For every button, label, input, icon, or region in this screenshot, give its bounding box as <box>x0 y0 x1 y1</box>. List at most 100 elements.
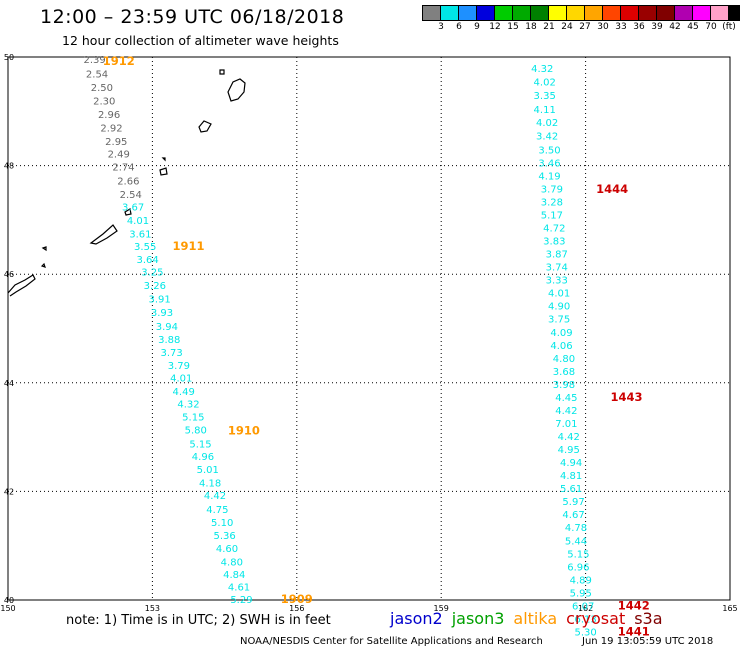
pass-time-label: 1910 <box>228 424 260 438</box>
color-scale-tick: 21 <box>543 22 555 32</box>
swh-value-label: 2.92 <box>100 124 122 135</box>
swh-value-label: 2.74 <box>112 163 134 174</box>
swh-value-label: 3.79 <box>541 184 563 195</box>
page-title: 12:00 – 23:59 UTC 06/18/2018 <box>40 6 345 28</box>
swh-value-label: 2.54 <box>120 190 142 201</box>
swh-value-label: 3.55 <box>134 242 156 253</box>
color-scale-ticks: 3 6 9 12 15 18 21 24 27 30 33 36 39 42 45 70 (ft) <box>422 21 740 33</box>
swh-value-label: 2.96 <box>98 110 120 121</box>
coastline-islet-b <box>41 246 47 252</box>
swh-value-label: 3.28 <box>541 197 563 208</box>
swh-value-label: 4.61 <box>228 582 250 593</box>
pass-time-label: 1442 <box>618 598 650 612</box>
swh-value-label: 3.91 <box>148 295 170 306</box>
swh-value-label: 4.01 <box>170 373 192 384</box>
color-scale-tick: 12 <box>489 22 501 32</box>
swh-value-label: 2.54 <box>86 69 108 80</box>
swh-value-label: 3.98 <box>553 380 575 391</box>
color-scale-swatch <box>657 6 675 20</box>
swh-value-label: 4.11 <box>534 105 556 116</box>
swh-value-label: 2.66 <box>117 176 139 187</box>
coastline-island-chain-upper <box>198 120 212 133</box>
swh-value-label: 4.84 <box>223 570 245 581</box>
swh-value-label: 3.87 <box>546 250 568 261</box>
swh-value-label: 3.75 <box>548 315 570 326</box>
swh-value-label: 4.42 <box>204 491 226 502</box>
swh-value-label: 4.18 <box>199 479 221 490</box>
color-scale-swatch <box>513 6 531 20</box>
footer-note: note: 1) Time is in UTC; 2) SWH is in fe… <box>66 613 331 628</box>
swh-value-label: 3.79 <box>168 361 190 372</box>
swh-value-label: 4.96 <box>192 452 214 463</box>
legend-jason3: jason3 <box>451 609 505 628</box>
color-scale-tick: 39 <box>651 22 663 32</box>
swh-value-label: 4.32 <box>177 399 199 410</box>
color-scale-tick: 6 <box>456 22 462 32</box>
swh-value-label: 5.10 <box>211 518 233 529</box>
legend-s3a: s3a <box>634 609 663 628</box>
swh-value-label: 3.46 <box>538 158 560 169</box>
legend-jason2: jason2 <box>390 609 443 628</box>
color-scale-swatch <box>531 6 549 20</box>
color-scale-tick: 9 <box>474 22 480 32</box>
color-scale-swatch <box>621 6 639 20</box>
color-scale-tick: 3 <box>438 22 444 32</box>
swh-value-label: 4.80 <box>221 557 243 568</box>
swh-value-label: 3.35 <box>534 91 556 102</box>
swh-value-label: 3.64 <box>136 255 158 266</box>
swh-value-label: 4.78 <box>565 523 587 534</box>
swh-value-label: 5.15 <box>189 440 211 451</box>
swh-value-label: 2.49 <box>108 150 130 161</box>
coastline-islet-a <box>159 167 168 176</box>
swh-value-label: 4.72 <box>543 224 565 235</box>
coastline-island-small <box>124 208 132 216</box>
coastline <box>7 69 246 297</box>
swh-value-label: 5.36 <box>213 531 235 542</box>
coastline-mainland <box>7 274 36 297</box>
swh-value-label: 4.02 <box>536 118 558 129</box>
swh-value-label: 4.42 <box>558 432 580 443</box>
color-scale-swatch <box>459 6 477 20</box>
color-scale-swatch <box>567 6 585 20</box>
color-scale-tick: 15 <box>507 22 519 32</box>
x-tick-label: 159 <box>434 604 449 613</box>
map-grid <box>7 56 731 601</box>
swh-observations: 2.39 2.54 2.50 2.30 2.96 2.92 2.95 2.49 2.74 2.66… <box>84 55 597 638</box>
pass-time-label: 1444 <box>596 182 628 196</box>
swh-value-label: 4.60 <box>216 544 238 555</box>
pass-time-labels: 1912 1911 1910 1909 1444 1443 1442 1441 <box>103 54 650 639</box>
y-tick-label: 50 <box>4 53 14 62</box>
swh-value-label: 6.07 <box>572 601 594 612</box>
x-tick-label: 162 <box>578 604 593 613</box>
swh-value-label: 3.26 <box>144 281 166 292</box>
swh-value-label: 4.75 <box>206 505 228 516</box>
legend-cryosat: cryosat <box>566 609 626 628</box>
coastline-islet-e <box>40 262 46 268</box>
coastline-islet-c <box>219 69 225 75</box>
color-scale-tick: 24 <box>561 22 573 32</box>
swh-value-label: 4.67 <box>562 510 584 521</box>
page-subtitle: 12 hour collection of altimeter wave hei… <box>62 33 339 48</box>
color-scale-swatch <box>711 6 729 20</box>
color-scale-swatch <box>585 6 603 20</box>
swh-value-label: 2.30 <box>93 96 115 107</box>
swh-value-label: 4.81 <box>560 471 582 482</box>
swh-value-label: 4.45 <box>555 393 577 404</box>
color-scale-tick: 45 <box>687 22 699 32</box>
coastline-island-large <box>227 78 246 102</box>
swh-value-label: 4.94 <box>560 458 582 469</box>
color-scale-tick: 18 <box>525 22 537 32</box>
swh-value-label: 4.01 <box>548 289 570 300</box>
y-tick-label: 44 <box>4 379 14 388</box>
swh-value-label: 5.61 <box>560 484 582 495</box>
swh-value-label: 2.39 <box>84 55 106 66</box>
color-scale-tick: 33 <box>615 22 627 32</box>
swh-value-label: 3.67 <box>122 202 144 213</box>
color-scale-tick: 42 <box>669 22 681 32</box>
swh-value-label: 5.30 <box>574 627 596 638</box>
x-tick-label: 156 <box>289 604 304 613</box>
swh-value-label: 3.33 <box>546 276 568 287</box>
y-tick-label: 48 <box>4 162 14 171</box>
swh-value-label: 4.32 <box>531 64 553 75</box>
